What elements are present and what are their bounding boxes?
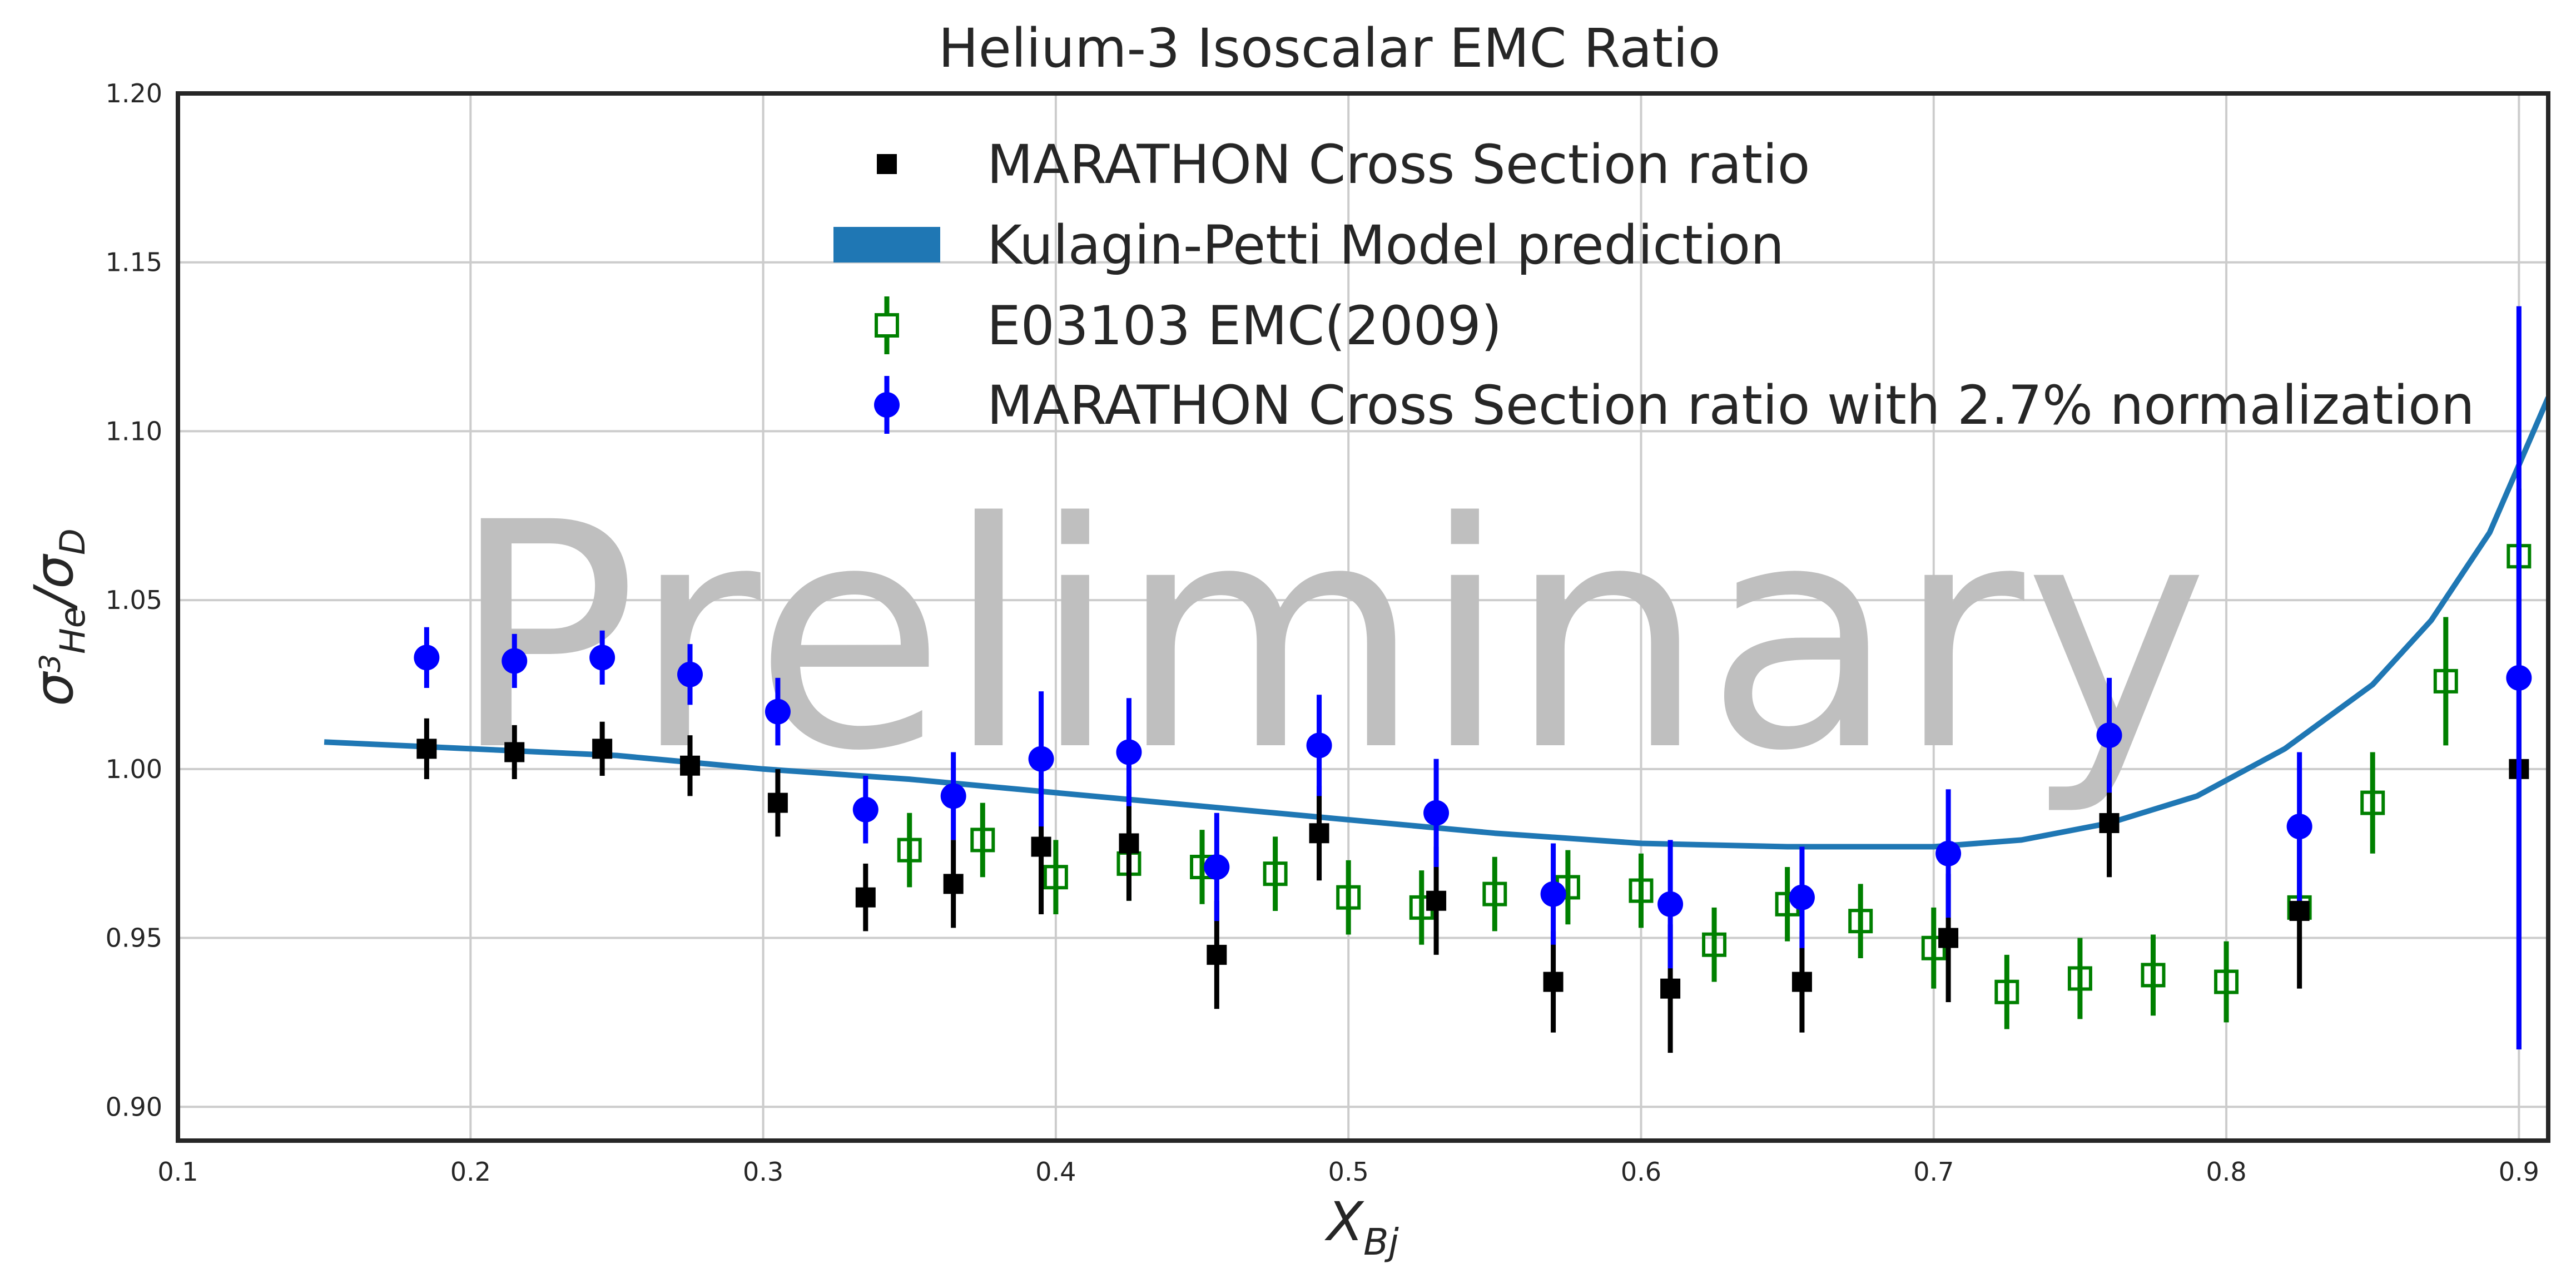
x-tick-label: 0.6 [1621,1157,1661,1187]
normalized-point [1789,884,1815,910]
legend-e03103-marker [875,313,899,338]
e03103-point [2360,790,2385,815]
normalized-point [2286,814,2312,840]
e03103-point [897,838,922,863]
legend-model-swatch [833,227,940,262]
data-series [324,306,2548,1053]
legend-label: MARATHON Cross Section ratio with 2.7% n… [987,374,2475,437]
marathon-point [2099,813,2120,834]
marathon-point [1031,836,1051,857]
legend-label: E03103 EMC(2009) [987,295,1502,357]
marathon-point [1309,823,1329,844]
marathon-point [1938,928,1959,948]
normalized-point [1935,840,1962,866]
normalized-point [677,661,703,687]
marathon-point [2289,900,2310,921]
x-axis-ticks: 0.1 0.2 0.3 0.4 0.5 0.6 0.7 0.8 0.9 [157,1157,2539,1187]
y-tick-label: 0.90 [106,1092,162,1122]
normalized-point [1657,891,1684,917]
y-tick-label: 1.05 [106,585,162,615]
marathon-point [1660,978,1681,999]
x-tick-label: 0.9 [2499,1157,2539,1187]
y-tick-label: 0.95 [106,923,162,953]
legend-marathon-marker [877,154,897,174]
model-prediction-line [324,396,2548,850]
e03103-point [2433,668,2458,693]
x-tick-label: 0.3 [743,1157,783,1187]
marathon-point [855,887,876,908]
x-tick-label: 0.5 [1328,1157,1369,1187]
x-tick-label: 0.2 [450,1157,491,1187]
normalized-point [852,796,878,823]
normalized-point [1423,800,1450,826]
normalized-point [1306,732,1332,759]
marathon-point [767,792,788,813]
e03103-point [1921,935,1946,960]
e03103-point [1702,932,1727,957]
marathon-point [1543,972,1564,992]
x-tick-label: 0.8 [2206,1157,2246,1187]
legend-label: MARATHON Cross Section ratio [987,133,1810,196]
marathon-point [416,739,437,759]
e03103-point [1629,878,1654,903]
e03103-point [1263,861,1288,886]
plot-area-frame [176,91,2550,1143]
normalized-point [1028,746,1054,772]
e03103-point [2214,969,2239,994]
marathon-point [504,742,525,762]
x-tick-label: 0.4 [1035,1157,1076,1187]
e03103-point [1043,865,1068,890]
normalized-point [414,645,440,671]
e03103-point [970,828,995,853]
legend-label: Kulagin-Petti Model prediction [987,214,1784,276]
normalized-point [765,699,791,725]
x-tick-label: 0.7 [1913,1157,1954,1187]
y-tick-label: 1.15 [106,247,162,278]
normalized-point [502,648,528,674]
chart-title: Helium-3 Isoscalar EMC Ratio [939,17,1721,80]
normalized-point [940,783,966,809]
y-tick-label: 1.10 [106,416,162,446]
marathon-point [1426,890,1447,911]
preliminary-watermark: Preliminary [450,457,2208,819]
x-tick-label: 0.1 [157,1157,198,1187]
marathon-point [943,874,964,894]
legend-normalized-marker [874,392,900,418]
marathon-point [1119,833,1139,854]
legend: MARATHON Cross Section ratio Kulagin-Pett… [833,133,2475,437]
marathon-point [680,755,701,776]
marathon-point [1207,944,1227,965]
normalized-point [589,645,616,671]
watermark-layer: Preliminary [450,457,2208,819]
normalized-point [2506,665,2532,691]
x-axis-label: XBj [1324,1191,1399,1264]
y-tick-label: 1.00 [106,754,162,784]
e03103-point [2141,963,2166,988]
y-axis-label: σ3He/σD [23,528,93,706]
e03103-point [2067,966,2092,991]
y-axis-ticks: 0.90 0.95 1.00 1.05 1.10 1.15 1.20 [106,78,162,1122]
marathon-point [592,739,613,759]
e03103-point [1994,979,2019,1004]
e03103-point [1336,885,1361,910]
e03103-point [1482,881,1507,906]
normalized-point [1204,854,1230,880]
normalized-point [1116,739,1142,765]
y-tick-label: 1.20 [106,78,162,108]
normalized-point [1540,881,1566,907]
grid-lines [177,92,2548,1141]
normalized-point [2096,722,2122,749]
marathon-point [1791,972,1812,992]
e03103-point [1848,909,1873,934]
